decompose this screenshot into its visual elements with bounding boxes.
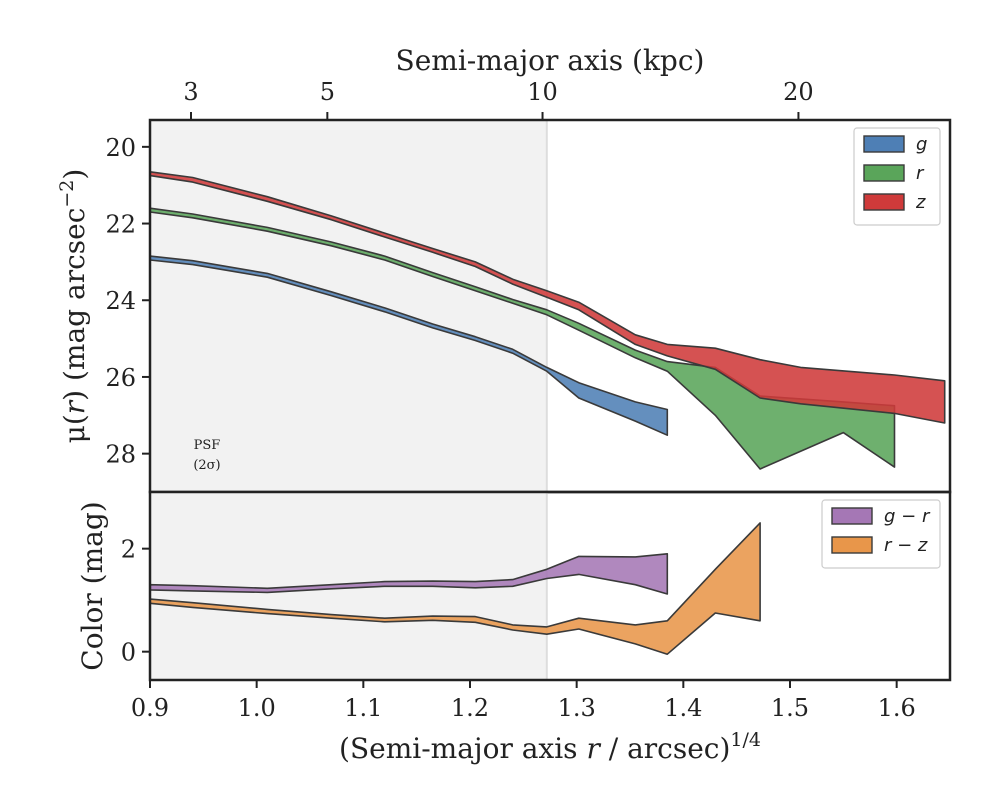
- xlabel-part: / arcsec): [600, 732, 731, 765]
- x-tick-label: 1.4: [664, 694, 702, 722]
- band-g: [149, 255, 669, 437]
- legend-entry: r: [916, 163, 925, 184]
- bottom-y-axis-title: Color (mag): [76, 501, 109, 670]
- top-legend: grz: [853, 127, 941, 226]
- ylabel-part: ): [58, 169, 91, 180]
- y-tick-label: 22: [105, 211, 136, 239]
- kpc-tick-label: 5: [320, 78, 335, 106]
- xlabel-superscript: 1/4: [730, 729, 761, 751]
- band-r: [149, 207, 896, 470]
- legend-entry: g: [916, 134, 927, 155]
- psf-label: PSF: [194, 438, 221, 453]
- psf-sigma-label: (2σ): [193, 458, 220, 473]
- band-rz: [149, 522, 761, 656]
- y-tick-label: 24: [105, 287, 136, 315]
- legend-swatch: [863, 164, 905, 182]
- legend-entry: g − r: [884, 506, 931, 527]
- bottom-x-axis-ticks: 0.9 1.0 1.1 1.2 1.3 1.4 1.5 1.6: [131, 680, 916, 722]
- x-tick-label: 1.0: [238, 694, 276, 722]
- kpc-tick-label: 3: [183, 78, 198, 106]
- x-tick-label: 1.1: [344, 694, 382, 722]
- y-tick-label: 26: [105, 364, 136, 392]
- kpc-tick-label: 10: [527, 78, 558, 106]
- band-z: [149, 171, 946, 424]
- top-y-axis-title: μ(r) (mag arcsec−2): [56, 169, 91, 444]
- legend-swatch: [831, 536, 873, 554]
- legend-swatch: [831, 507, 873, 525]
- ylabel-part: μ(: [58, 414, 91, 443]
- y-tick-label: 28: [105, 441, 136, 469]
- y-tick-label: 2: [121, 536, 136, 564]
- legend-swatch: [863, 135, 905, 153]
- x-tick-label: 1.5: [771, 694, 809, 722]
- top-y-axis-ticks: 20 22 24 26 28: [105, 134, 150, 469]
- bottom-x-axis-title: (Semi-major axis r / arcsec)1/4: [339, 729, 761, 765]
- legend-entry: r − z: [884, 535, 928, 556]
- x-tick-label: 1.3: [558, 694, 596, 722]
- xlabel-part: r: [586, 732, 601, 765]
- surface-brightness-bands: [149, 171, 946, 470]
- kpc-tick-label: 20: [783, 78, 814, 106]
- xlabel-part: (Semi-major axis: [339, 732, 586, 765]
- legend-entry: z: [915, 192, 926, 213]
- ylabel-part: ) (mag arcsec: [58, 208, 91, 401]
- ylabel-part: r: [58, 399, 91, 414]
- color-bands: [149, 522, 761, 656]
- color-panel: 02 0.9 1.0 1.1 1.2 1.3 1.4 1.5 1.6 Color (mag) …: [76, 490, 952, 765]
- psf-shaded-region: [150, 120, 547, 492]
- y-tick-label: 0: [121, 639, 136, 667]
- top-kpc-axis-ticks: 3 5 10 20: [183, 78, 814, 120]
- band-gr: [149, 552, 669, 595]
- x-tick-label: 1.6: [878, 694, 916, 722]
- bottom-legend: g − r r − z: [821, 499, 941, 569]
- x-tick-label: 1.2: [451, 694, 489, 722]
- y-tick-label: 20: [105, 134, 136, 162]
- ylabel-superscript: −2: [56, 180, 78, 208]
- top-x-axis-title: Semi-major axis (kpc): [396, 44, 705, 77]
- legend-swatch: [863, 193, 905, 211]
- x-tick-label: 0.9: [131, 694, 169, 722]
- bottom-panel-frame: [148, 490, 952, 682]
- bottom-y-axis-ticks: 02: [121, 536, 150, 667]
